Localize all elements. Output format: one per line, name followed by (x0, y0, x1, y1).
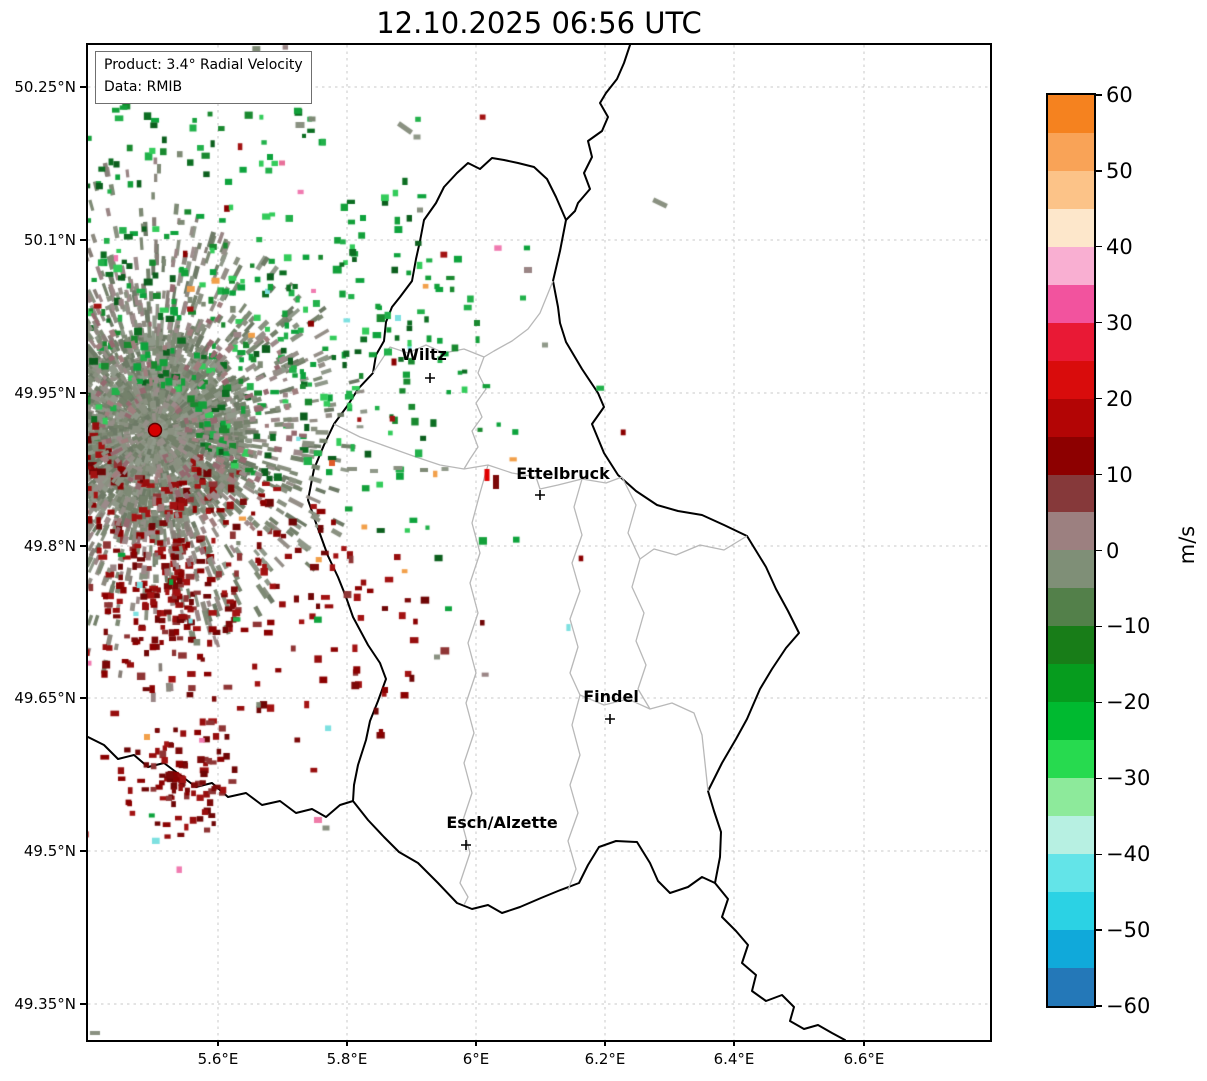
x-tickmark (475, 1040, 477, 1046)
x-tick-label: 6°E (462, 1050, 490, 1068)
colorbar-tick-label: −40 (1106, 842, 1151, 867)
colorbar-segment (1048, 360, 1094, 399)
colorbar-segment (1048, 208, 1094, 247)
y-tick-label: 49.35°N (14, 995, 76, 1013)
colorbar-segment (1048, 132, 1094, 171)
colorbar-tickmark (1096, 398, 1102, 400)
colorbar-segment (1048, 512, 1094, 551)
colorbar-tick-label: −10 (1106, 614, 1151, 639)
colorbar-segment (1048, 664, 1094, 703)
colorbar-tickmark (1096, 549, 1102, 552)
city-marker (605, 714, 615, 724)
y-tickmark (80, 392, 86, 394)
x-tickmark (863, 1040, 865, 1046)
cities-overlay-layer: Wiltz Ettelbruck Findel Esch/Alzette (147, 345, 639, 850)
colorbar-tick-label: −60 (1106, 994, 1151, 1018)
colorbar-segment (1048, 929, 1094, 968)
colorbar-tick-label: 0 (1106, 538, 1120, 563)
colorbar-tick-label: 40 (1106, 234, 1133, 259)
colorbar-tick-label: 20 (1106, 386, 1133, 411)
x-tickmark (733, 1040, 735, 1046)
x-tickmark (217, 1040, 219, 1046)
x-tickmark (604, 1040, 606, 1046)
x-tick-label: 5.6°E (197, 1050, 239, 1068)
colorbar-segment (1048, 892, 1094, 930)
y-tick-label: 49.95°N (14, 384, 76, 402)
y-tick-label: 49.8°N (23, 537, 76, 555)
colorbar-tickmark (1096, 929, 1102, 931)
colorbar-tickmark (1096, 473, 1102, 476)
colorbar-tickmark (1096, 246, 1102, 248)
y-tick-label: 50.1°N (23, 231, 76, 249)
colorbar-segment (1048, 398, 1094, 437)
x-tick-label: 5.8°E (326, 1050, 368, 1068)
y-tickmark (80, 1003, 86, 1005)
colorbar-tick-label: 30 (1106, 310, 1133, 335)
city-marker (535, 490, 545, 500)
colorbar-segment (1048, 854, 1094, 893)
radar-site-marker (147, 422, 163, 438)
x-tickmark (346, 1040, 348, 1046)
map-plot: Wiltz Ettelbruck Findel Esch/Alzette Produc… (86, 43, 992, 1042)
y-tickmark (80, 239, 86, 241)
colorbar-tickmark (1096, 777, 1102, 779)
colorbar-tick-label: 60 (1106, 83, 1133, 107)
y-tick-label: 50.25°N (14, 78, 76, 96)
y-tickmark (80, 545, 86, 547)
city-marker (425, 373, 435, 383)
colorbar-segment (1048, 967, 1094, 1006)
y-tick-label: 49.5°N (23, 842, 76, 860)
data-source-label: Data: RMIB (104, 78, 183, 95)
y-tickmark (80, 697, 86, 699)
colorbar-tickmark (1096, 94, 1102, 96)
colorbar-tickmark (1096, 853, 1102, 855)
colorbar-segment (1048, 550, 1094, 589)
product-info-box: Product: 3.4° Radial Velocity Data: RMIB (95, 51, 312, 105)
y-tick-label: 49.65°N (14, 689, 76, 707)
x-tick-label: 6.2°E (584, 1050, 626, 1068)
colorbar-segment (1048, 474, 1094, 513)
colorbar-segment (1048, 284, 1094, 323)
colorbar-tick-label: −20 (1106, 690, 1151, 715)
colorbar-segment (1048, 95, 1094, 133)
colorbar-segment (1048, 740, 1094, 779)
colorbar-tickmark (1096, 1005, 1102, 1007)
colorbar-segment (1048, 322, 1094, 361)
colorbar-tick-label: −30 (1106, 766, 1151, 791)
city-marker (461, 840, 471, 850)
colorbar-tick-label: −50 (1106, 918, 1151, 943)
colorbar-segment (1048, 436, 1094, 475)
colorbar-tickmark (1096, 170, 1102, 172)
colorbar-segment (1048, 170, 1094, 209)
colorbar-segment (1048, 778, 1094, 817)
city-label: Findel (583, 687, 639, 706)
colorbar-tickmark (1096, 701, 1102, 703)
figure-title: 12.10.2025 06:56 UTC (376, 6, 702, 40)
city-label: Wiltz (401, 345, 447, 364)
colorbar-tickmark (1096, 625, 1102, 627)
y-tickmark (80, 850, 86, 852)
colorbar-unit-label: m/s (1175, 525, 1199, 565)
x-tick-label: 6.6°E (843, 1050, 885, 1068)
city-label: Ettelbruck (516, 464, 610, 483)
colorbar-segment (1048, 588, 1094, 627)
colorbar-tick-label: 50 (1106, 158, 1133, 183)
colorbar-segment (1048, 246, 1094, 285)
city-label: Esch/Alzette (446, 813, 558, 832)
y-tickmark (80, 86, 86, 88)
colorbar-segment (1048, 702, 1094, 741)
colorbar-segment (1048, 816, 1094, 855)
x-tick-label: 6.4°E (713, 1050, 755, 1068)
product-label: Product: 3.4° Radial Velocity (104, 57, 303, 73)
colorbar-tickmark (1096, 322, 1102, 324)
colorbar-tick-label: 10 (1106, 462, 1133, 487)
radar-echoes-layer (88, 45, 990, 1040)
colorbar (1046, 93, 1096, 1008)
colorbar-segment (1048, 626, 1094, 665)
